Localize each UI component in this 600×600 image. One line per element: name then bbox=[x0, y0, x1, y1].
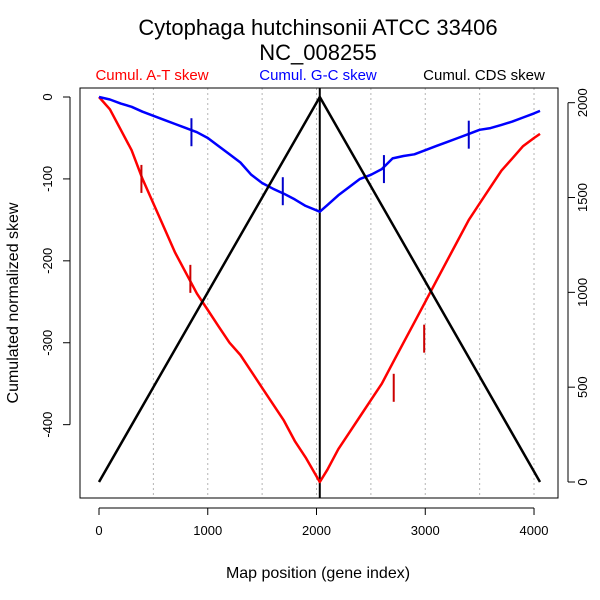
grid bbox=[152, 88, 535, 498]
y2-tick-label-2: 1000 bbox=[575, 278, 590, 307]
y-axis-label: Cumulated normalized skew bbox=[5, 202, 22, 403]
legend-cds-skew: Cumul. CDS skew bbox=[423, 67, 545, 84]
y-tick-label-2: -200 bbox=[40, 248, 55, 274]
y-tick-label-0: 0 bbox=[40, 93, 55, 100]
series-layer bbox=[97, 88, 542, 498]
series-line-gc bbox=[98, 95, 541, 213]
x-tick-label-1: 1000 bbox=[193, 523, 222, 538]
y-tick-label-4: -400 bbox=[40, 412, 55, 438]
x-axis-label: Map position (gene index) bbox=[226, 565, 410, 582]
y-tick-label-3: -300 bbox=[40, 330, 55, 356]
chart-title-line2: NC_008255 bbox=[259, 40, 376, 65]
y-tick-label-1: -100 bbox=[40, 166, 55, 192]
series-line-cds bbox=[97, 95, 542, 483]
legend-gc-skew: Cumul. G-C skew bbox=[259, 67, 377, 84]
y2-tick-label-0: 0 bbox=[575, 478, 590, 485]
axes-layer: 0 1000 2000 3000 4000 0 -100 -200 -300 -400 0 500 10… bbox=[40, 88, 590, 538]
chart-title-line1: Cytophaga hutchinsonii ATCC 33406 bbox=[138, 15, 497, 40]
series-line-at bbox=[98, 96, 541, 484]
x-tick-label-4: 4000 bbox=[520, 523, 549, 538]
x-tick-label-2: 2000 bbox=[302, 523, 331, 538]
legend-at-skew: Cumul. A-T skew bbox=[95, 67, 208, 84]
y2-tick-label-3: 1500 bbox=[575, 183, 590, 212]
x-tick-label-0: 0 bbox=[95, 523, 102, 538]
y2-tick-label-4: 2000 bbox=[575, 88, 590, 117]
x-tick-label-3: 3000 bbox=[411, 523, 440, 538]
y2-tick-label-1: 500 bbox=[575, 376, 590, 398]
